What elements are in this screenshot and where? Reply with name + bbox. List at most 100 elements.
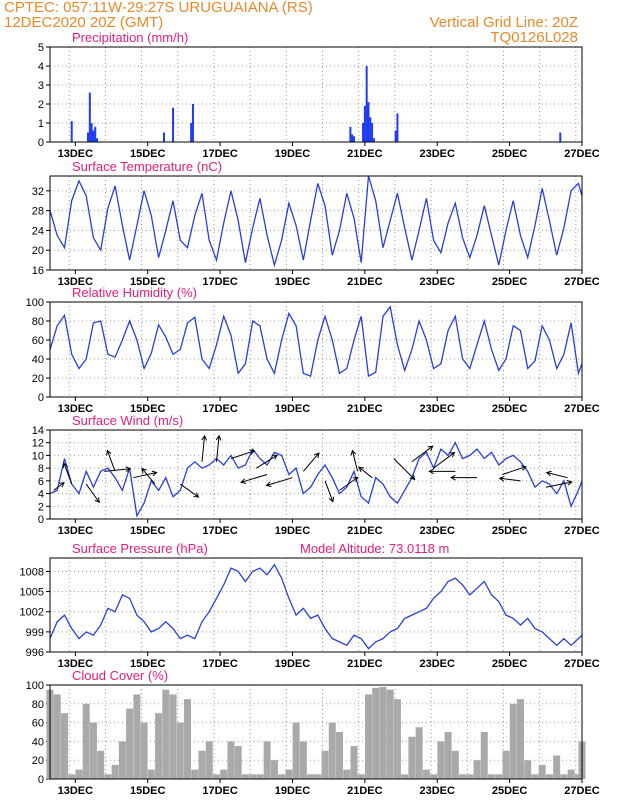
humidity-ytick-label: 80 bbox=[32, 316, 44, 328]
cloud-bar bbox=[82, 703, 90, 779]
precipitation-title: Precipitation (mm/h) bbox=[72, 30, 188, 45]
wind-xtick-label: 19DEC bbox=[275, 525, 311, 537]
cloud-title: Cloud Cover (%) bbox=[72, 668, 168, 683]
cloud-bar bbox=[401, 774, 409, 779]
humidity-frame bbox=[49, 301, 583, 398]
humidity-ytick-label: 20 bbox=[32, 373, 44, 385]
precipitation-xtick-label: 23DEC bbox=[420, 148, 456, 160]
cloud-bar bbox=[553, 755, 561, 779]
cloud-bar bbox=[53, 694, 61, 779]
wind-ytick-label: 10 bbox=[32, 450, 44, 462]
cloud-bar bbox=[220, 769, 228, 779]
cloud-bar bbox=[278, 774, 286, 779]
precipitation-ytick-label: 3 bbox=[38, 80, 44, 92]
cloud-bar bbox=[147, 769, 155, 779]
precipitation-bar bbox=[92, 130, 95, 142]
cloud-bar bbox=[444, 732, 452, 779]
precipitation-bar bbox=[559, 132, 562, 142]
precipitation-bar bbox=[163, 132, 165, 142]
wind-vector bbox=[201, 435, 206, 462]
wind-xtick-label: 27DEC bbox=[564, 525, 600, 537]
precipitation-bar bbox=[90, 123, 93, 142]
humidity-title: Relative Humidity (%) bbox=[72, 285, 197, 300]
precipitation-bar bbox=[396, 113, 399, 142]
precipitation-bar bbox=[367, 102, 370, 142]
precipitation-bar bbox=[369, 117, 372, 142]
cloud-bar bbox=[574, 774, 582, 779]
precipitation-frame bbox=[49, 46, 583, 143]
wind-vector bbox=[133, 471, 157, 479]
humidity-ytick-label: 0 bbox=[38, 392, 44, 404]
cloud-xtick-label: 17DEC bbox=[202, 785, 238, 797]
wind-vector-head bbox=[520, 465, 527, 471]
cloud-bar bbox=[227, 741, 235, 779]
cloud-frame bbox=[49, 684, 583, 780]
wind-vector bbox=[179, 483, 199, 498]
pressure-ytick-label: 1002 bbox=[20, 607, 44, 619]
pressure-series-line bbox=[49, 563, 583, 650]
wind-ytick-label: 0 bbox=[38, 514, 44, 526]
precipitation-bar bbox=[363, 105, 366, 142]
cloud-bar bbox=[97, 750, 105, 779]
precipitation-xtick-label: 15DEC bbox=[130, 148, 166, 160]
cloud-bar bbox=[538, 764, 546, 779]
cloud-bar bbox=[545, 774, 553, 779]
wind-vector bbox=[85, 483, 100, 503]
wind-vector-head bbox=[58, 481, 65, 488]
precipitation-bar bbox=[349, 126, 352, 142]
wind-ytick-label: 8 bbox=[38, 463, 44, 475]
wind-vector bbox=[63, 463, 73, 485]
cloud-bar bbox=[285, 769, 293, 779]
cloud-bar bbox=[249, 774, 257, 779]
cloud-ytick-label: 60 bbox=[32, 718, 44, 730]
cloud-bar bbox=[516, 699, 524, 779]
wind-ytick-label: 12 bbox=[32, 438, 44, 450]
precipitation-bar bbox=[172, 107, 175, 142]
wind-vector-head bbox=[449, 451, 456, 458]
temperature-xtick-label: 21DEC bbox=[347, 276, 383, 288]
humidity-ytick-label: 100 bbox=[26, 297, 44, 309]
wind-vector bbox=[411, 445, 434, 463]
cloud-ytick-label: 40 bbox=[32, 736, 44, 748]
pressure-xtick-label: 23DEC bbox=[420, 658, 456, 670]
cloud-xtick-label: 15DEC bbox=[130, 785, 166, 797]
precipitation-ytick-label: 5 bbox=[38, 42, 44, 54]
cloud-bar bbox=[307, 774, 315, 779]
precipitation-xtick-label: 25DEC bbox=[492, 148, 528, 160]
wind-vector-head bbox=[352, 476, 359, 483]
precipitation-xtick-label: 27DEC bbox=[564, 148, 600, 160]
cloud-bar bbox=[372, 687, 380, 779]
precipitation-bar bbox=[88, 92, 91, 142]
cloud-bar bbox=[415, 727, 423, 779]
temperature-xtick-label: 17DEC bbox=[202, 276, 238, 288]
pressure-ytick-label: 999 bbox=[26, 627, 44, 639]
wind-vector bbox=[545, 481, 572, 488]
cloud-bar bbox=[191, 769, 199, 779]
cloud-bar bbox=[328, 722, 336, 779]
wind-vector-head bbox=[94, 497, 100, 504]
pressure-frame bbox=[49, 557, 583, 653]
wind-vector bbox=[230, 450, 255, 460]
temperature-xtick-label: 13DEC bbox=[58, 276, 94, 288]
wind-vector-head bbox=[545, 470, 552, 477]
cloud-bar bbox=[184, 699, 192, 779]
cloud-bar bbox=[118, 741, 126, 779]
cloud-bar bbox=[473, 760, 481, 779]
wind-ytick-label: 6 bbox=[38, 476, 44, 488]
cloud-bar bbox=[343, 769, 351, 779]
wind-xtick-label: 13DEC bbox=[58, 525, 94, 537]
cloud-bar bbox=[350, 746, 358, 779]
cloud-bar bbox=[408, 736, 416, 779]
precipitation-bar bbox=[371, 123, 374, 142]
wind-ytick-label: 4 bbox=[38, 489, 44, 501]
wind-vector-head bbox=[428, 468, 434, 475]
wind-vector-head bbox=[409, 474, 416, 481]
cloud-bar bbox=[459, 774, 467, 779]
wind-vector-head bbox=[141, 467, 147, 474]
precipitation-bar bbox=[70, 121, 73, 142]
precipitation-bar bbox=[394, 130, 397, 142]
cloud-bar bbox=[437, 741, 445, 779]
wind-vector-head bbox=[566, 480, 573, 486]
wind-vector-head bbox=[498, 475, 505, 482]
